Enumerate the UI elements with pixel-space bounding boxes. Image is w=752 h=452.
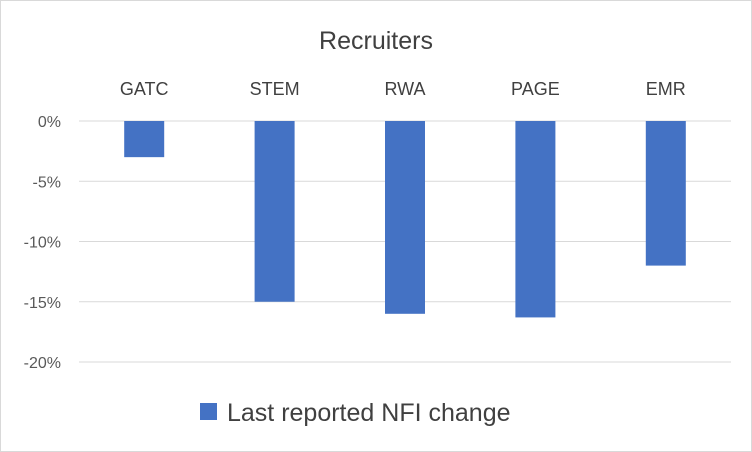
- chart-title: Recruiters: [319, 27, 433, 55]
- category-label: STEM: [250, 79, 300, 99]
- y-tick-label: -10%: [24, 235, 61, 252]
- bar-emr: [645, 121, 686, 266]
- y-tick-label: -20%: [24, 355, 61, 372]
- legend: Last reported NFI change: [200, 399, 511, 427]
- bar-gatc: [124, 121, 165, 158]
- bar-stem: [254, 121, 295, 302]
- legend-swatch: [200, 403, 217, 420]
- bar-page: [515, 121, 556, 318]
- y-tick-label: -15%: [24, 295, 61, 312]
- bar-rwa: [385, 121, 425, 314]
- y-tick-label: 0%: [38, 114, 61, 131]
- legend-label: Last reported NFI change: [227, 399, 511, 427]
- category-labels: GATC STEM RWA PAGE EMR: [120, 79, 686, 99]
- category-label: RWA: [384, 79, 425, 99]
- category-label: PAGE: [511, 79, 560, 99]
- bars: [124, 121, 686, 318]
- y-tick-label: -5%: [33, 174, 61, 191]
- y-axis-ticks: 0% -5% -10% -15% -20%: [24, 114, 61, 372]
- category-label: GATC: [120, 79, 169, 99]
- category-label: EMR: [646, 79, 686, 99]
